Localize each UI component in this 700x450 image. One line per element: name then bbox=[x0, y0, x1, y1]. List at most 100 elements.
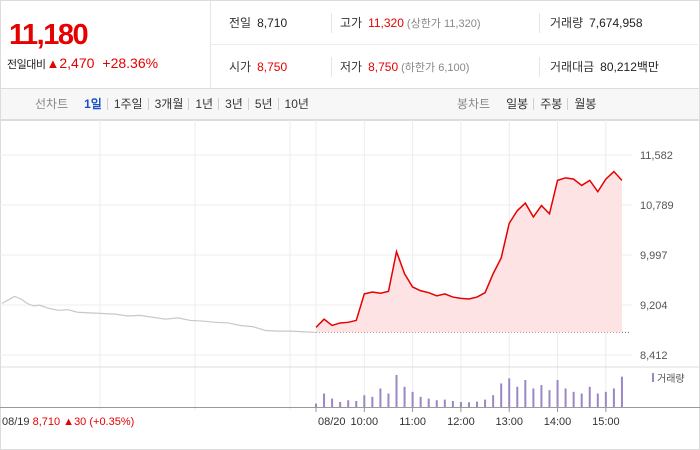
lower-limit: (하한가 6,100) bbox=[401, 62, 470, 74]
volume-bar bbox=[411, 391, 414, 407]
volume-legend-label: 거래량 bbox=[657, 373, 685, 385]
amount-cell: 거래대금 80,212백만 bbox=[539, 57, 659, 77]
prev-day-line-group bbox=[1, 295, 317, 334]
period-3m[interactable]: 3개월 bbox=[147, 89, 190, 119]
volume-bar bbox=[427, 398, 430, 407]
high-cell: 고가 11,320 (상한가 11,320) bbox=[331, 13, 480, 33]
axis-labels-group: 11,582 10,789 9,997 9,204 8,412 08/20 10:00 11:… bbox=[2, 150, 685, 428]
stats-table: 전일 8,710 고가 11,320 (상한가 11,320) 거래량 7,674,95… bbox=[211, 1, 700, 89]
volume-bar bbox=[524, 380, 527, 407]
prev-close-cell: 전일 8,710 bbox=[229, 1, 287, 45]
period-toolbar: 선차트 1일 1주일 3개월 1년 3년 5년 10년 봉차트 일봉 주봉 월봉 bbox=[0, 88, 700, 120]
volume-bar bbox=[347, 400, 350, 407]
stats-row-1: 전일 8,710 고가 11,320 (상한가 11,320) 거래량 7,674,95… bbox=[211, 1, 700, 45]
volume-bar bbox=[459, 401, 462, 407]
current-price: 11,180 bbox=[9, 19, 89, 51]
volume-bar bbox=[371, 396, 374, 407]
volume-bar bbox=[331, 398, 334, 407]
intraday-line-group bbox=[315, 170, 630, 333]
period-1y[interactable]: 1년 bbox=[188, 89, 219, 119]
upper-limit: (상한가 11,320) bbox=[406, 18, 481, 30]
y-tick-label: 10,789 bbox=[640, 200, 674, 212]
volume-bar bbox=[387, 393, 390, 407]
volume-bar bbox=[451, 400, 454, 407]
volume-bar bbox=[612, 388, 615, 407]
change-label: 전일대비 bbox=[7, 59, 46, 71]
high-value: 11,320 bbox=[368, 16, 404, 30]
prev-day-date: 08/19 bbox=[2, 416, 33, 428]
volume-bar bbox=[548, 390, 551, 407]
volume-bar bbox=[379, 388, 382, 407]
candle-chart-title: 봉차트 bbox=[457, 97, 491, 111]
amount-label: 거래대금 bbox=[550, 60, 595, 74]
open-label: 시가 bbox=[229, 60, 252, 74]
volume-bar bbox=[435, 400, 438, 407]
x-tick-label: 10:00 bbox=[351, 416, 379, 428]
stats-row-2: 시가 8,750 저가 8,750 (하한가 6,100) 거래대금 80,212백만 bbox=[211, 45, 700, 89]
y-tick-label: 8,412 bbox=[640, 350, 668, 362]
price-box: 11,180 전일대비▲2,470 +28.36% bbox=[1, 1, 211, 89]
prev-day-info: 08/19 8,710 ▲30 (+0.35%) bbox=[2, 416, 134, 428]
period-1d[interactable]: 1일 bbox=[84, 97, 102, 111]
period-1w[interactable]: 1주일 bbox=[106, 89, 149, 119]
volume-bar bbox=[540, 385, 543, 407]
volume-legend-swatch bbox=[652, 373, 654, 382]
candle-daily[interactable]: 일봉 bbox=[506, 97, 529, 111]
volume-bar bbox=[516, 386, 519, 407]
prev-close-label: 전일 bbox=[229, 16, 252, 30]
period-10y[interactable]: 10년 bbox=[277, 89, 315, 119]
x-tick-label: 12:00 bbox=[447, 416, 475, 428]
candle-chart-periods: 봉차트 일봉 주봉 월봉 bbox=[457, 89, 602, 119]
amount-value: 80,212 bbox=[600, 60, 637, 74]
volume-bar bbox=[508, 378, 511, 407]
prev-day-line bbox=[1, 295, 317, 334]
x-tick-label: 08/20 bbox=[318, 416, 346, 428]
y-tick-label: 9,204 bbox=[640, 300, 668, 312]
volume-bar bbox=[476, 401, 479, 407]
candle-monthly[interactable]: 월봉 bbox=[567, 89, 602, 119]
volume-bars-group bbox=[315, 375, 623, 407]
high-label: 고가 bbox=[340, 16, 363, 30]
x-tick-label: 15:00 bbox=[592, 416, 620, 428]
intraday-area bbox=[316, 171, 622, 333]
volume-bar bbox=[323, 393, 326, 407]
volume-bar bbox=[564, 388, 567, 407]
volume-bar bbox=[604, 391, 607, 407]
volume-bar bbox=[572, 391, 575, 407]
volume-bar bbox=[363, 395, 366, 407]
low-value: 8,750 bbox=[368, 60, 399, 74]
y-tick-label: 9,997 bbox=[640, 250, 668, 262]
y-tick-label: 11,582 bbox=[640, 150, 673, 162]
open-value: 8,750 bbox=[257, 60, 288, 74]
volume-bar bbox=[596, 393, 599, 407]
volume-bar bbox=[403, 386, 406, 407]
volume-bar bbox=[580, 393, 583, 407]
volume-bar bbox=[484, 399, 487, 407]
candle-weekly[interactable]: 주봉 bbox=[533, 89, 568, 119]
price-chart: 11,582 10,789 9,997 9,204 8,412 08/20 10:00 11:… bbox=[0, 120, 700, 450]
period-5y[interactable]: 5년 bbox=[247, 89, 279, 119]
volume-bar bbox=[355, 400, 358, 407]
volume-bar bbox=[556, 380, 559, 407]
change-row: 전일대비▲2,470 +28.36% bbox=[7, 55, 158, 72]
volume-bar bbox=[419, 396, 422, 407]
volume-bar bbox=[500, 383, 503, 407]
low-cell: 저가 8,750 (하한가 6,100) bbox=[331, 57, 469, 77]
volume-bar bbox=[395, 375, 398, 407]
price-summary: 11,180 전일대비▲2,470 +28.36% 전일 8,710 고가 11,32… bbox=[0, 0, 700, 89]
change-value: 2,470 bbox=[59, 55, 95, 71]
prev-day-close: 8,710 ▲30 (+0.35%) bbox=[33, 416, 135, 428]
prev-close-value: 8,710 bbox=[257, 16, 288, 30]
x-tick-label: 14:00 bbox=[544, 416, 572, 428]
volume-cell: 거래량 7,674,958 bbox=[539, 13, 643, 33]
period-3y[interactable]: 3년 bbox=[218, 89, 249, 119]
amount-unit: 백만 bbox=[636, 60, 659, 74]
x-tick-label: 13:00 bbox=[495, 416, 523, 428]
open-cell: 시가 8,750 bbox=[229, 45, 287, 89]
volume-bar bbox=[467, 402, 470, 407]
volume-bar bbox=[532, 388, 535, 407]
up-arrow-icon: ▲ bbox=[46, 56, 60, 71]
volume-bar bbox=[315, 403, 317, 407]
volume-label: 거래량 bbox=[550, 16, 584, 30]
line-chart-title: 선차트 bbox=[35, 97, 69, 111]
